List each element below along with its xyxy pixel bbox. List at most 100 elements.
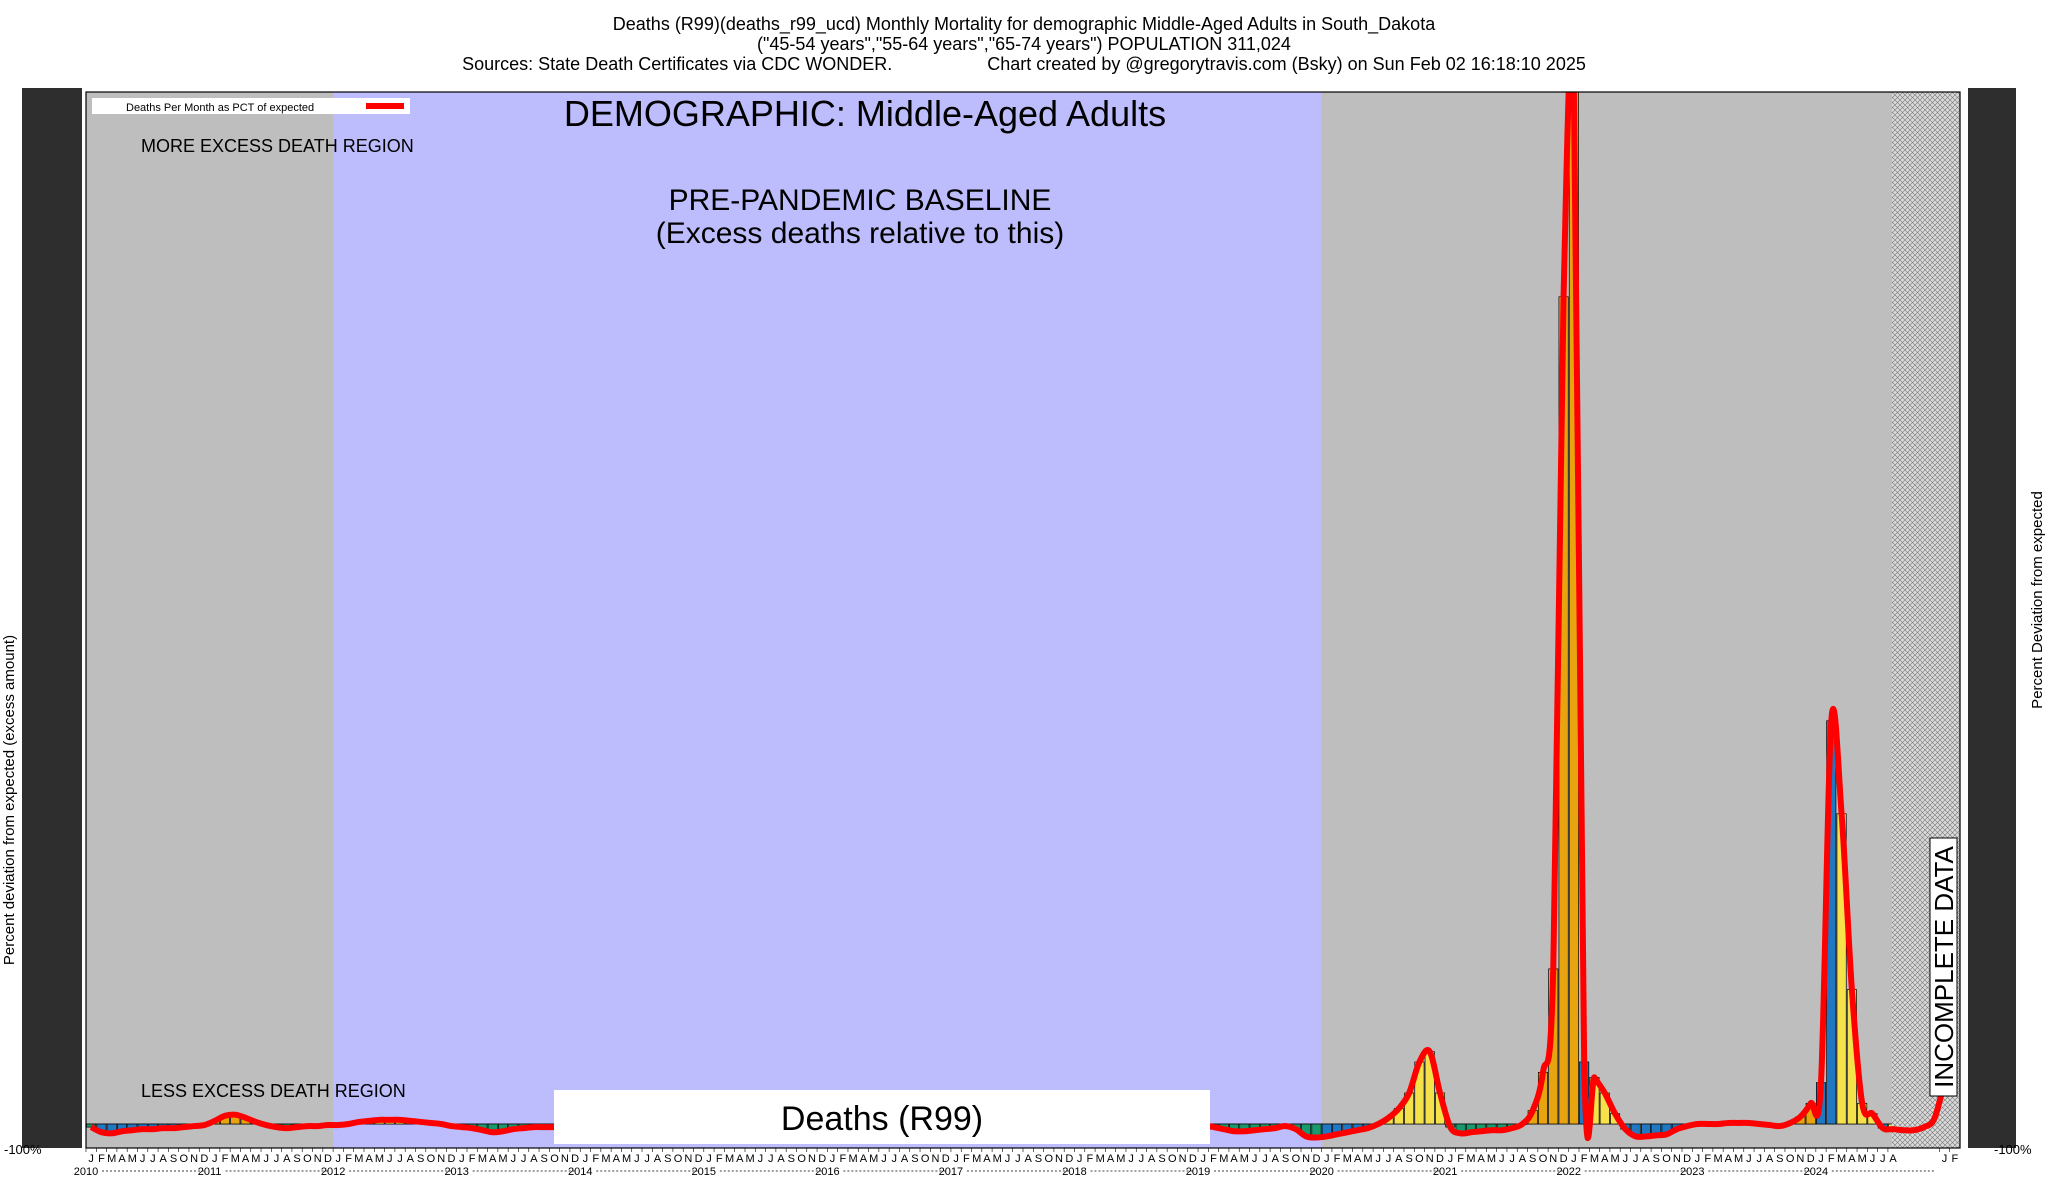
month-tick-label: A [860,1153,868,1165]
month-tick-label: N [1673,1153,1681,1165]
month-tick-label: A [1230,1153,1238,1165]
month-tick-label: D [448,1153,456,1165]
month-tick-label: N [1055,1153,1063,1165]
month-tick-label: J [1386,1153,1392,1165]
month-tick-label: M [1116,1153,1125,1165]
month-tick-label: J [1633,1153,1639,1165]
year-tick-label: 2014 [568,1166,592,1178]
month-tick-label: A [1024,1153,1032,1165]
month-tick-label: J [892,1153,898,1165]
year-tick-label: 2018 [1062,1166,1086,1178]
month-tick-label: N [1426,1153,1434,1165]
month-tick-label: N [1302,1153,1310,1165]
month-tick-label: F [1704,1153,1711,1165]
month-tick-label: A [407,1153,415,1165]
month-tick-label: S [1158,1153,1165,1165]
month-tick-label: M [601,1153,610,1165]
month-tick-label: M [1610,1153,1619,1165]
incomplete-label-background [1929,837,1958,1097]
month-tick-label: M [1837,1153,1846,1165]
month-tick-label: O [550,1153,559,1165]
month-tick-label: F [222,1153,229,1165]
month-tick-label: J [274,1153,280,1165]
month-tick-label: M [869,1153,878,1165]
month-tick-label: M [1343,1153,1352,1165]
month-tick-label: M [972,1153,981,1165]
month-tick-label: J [1005,1153,1011,1165]
month-tick-label: D [324,1153,332,1165]
month-tick-label: J [1324,1153,1330,1165]
month-tick-label: S [1529,1153,1536,1165]
chart-text: DEMOGRAPHIC: Middle-Aged Adults PRE-PAND… [1,93,2046,1157]
month-tick-label: D [200,1153,208,1165]
year-tick-label: 2023 [1680,1166,1704,1178]
month-tick-label: J [1252,1153,1258,1165]
month-tick-label: A [777,1153,785,1165]
month-tick-label: D [942,1153,950,1165]
month-tick-label: D [1560,1153,1568,1165]
month-tick-label: F [839,1153,846,1165]
month-tick-label: S [417,1153,424,1165]
month-tick-label: M [498,1153,507,1165]
month-tick-label: S [1653,1153,1660,1165]
year-tick-label: 2022 [1556,1166,1580,1178]
month-tick-label: F [1334,1153,1341,1165]
month-tick-label: O [1168,1153,1177,1165]
month-tick-label: S [664,1153,671,1165]
month-tick-label: F [1951,1153,1958,1165]
month-tick-label: M [1487,1153,1496,1165]
month-tick-label: F [716,1153,723,1165]
month-tick-label: A [283,1153,291,1165]
month-tick-label: M [1363,1153,1372,1165]
month-tick-label: A [1354,1153,1362,1165]
month-tick-label: F [963,1153,970,1165]
month-tick-label: M [354,1153,363,1165]
month-tick-label: A [1889,1153,1897,1165]
month-tick-label: J [511,1153,517,1165]
month-tick-label: D [695,1153,703,1165]
month-tick-label: M [231,1153,240,1165]
month-tick-label: J [881,1153,887,1165]
month-tick-label: J [1880,1153,1886,1165]
month-tick-label: A [901,1153,909,1165]
legend-entry: Deaths Per Month as PCT of expected [126,102,314,114]
month-tick-label: D [571,1153,579,1165]
month-tick-label: J [644,1153,650,1165]
month-tick-label: S [1282,1153,1289,1165]
month-tick-label: M [375,1153,384,1165]
month-tick-label: J [706,1153,712,1165]
month-tick-label: D [1312,1153,1320,1165]
month-tick-label: A [1766,1153,1774,1165]
month-tick-label: N [1179,1153,1187,1165]
month-tick-label: F [1210,1153,1217,1165]
month-tick-label: A [983,1153,991,1165]
month-tick-label: M [746,1153,755,1165]
month-tick-label: O [180,1153,189,1165]
month-tick-label: J [634,1153,640,1165]
month-tick-label: F [1457,1153,1464,1165]
month-tick-label: O [1415,1153,1424,1165]
month-tick-label: J [1870,1153,1876,1165]
month-tick-label: N [190,1153,198,1165]
month-tick-label: M [478,1153,487,1165]
chart-credit: Chart created by @gregorytravis.com (Bsk… [987,54,1586,74]
month-tick-label: J [1128,1153,1134,1165]
y-axis-label-left: Percent deviation from expected (excess … [1,635,18,965]
month-tick-label: J [1200,1153,1206,1165]
month-tick-label: F [1828,1153,1835,1165]
month-tick-label: J [1139,1153,1145,1165]
chart-title: Deaths (R99)(deaths_r99_ucd) Monthly Mor… [612,14,1436,34]
month-tick-label: J [150,1153,156,1165]
month-tick-label: A [1395,1153,1403,1165]
month-tick-label: D [1436,1153,1444,1165]
incomplete-data-label: INCOMPLETE DATA [1929,845,1959,1087]
more-excess-label: MORE EXCESS DEATH REGION [141,136,414,156]
month-tick-label: J [521,1153,527,1165]
month-tick-label: J [1756,1153,1762,1165]
month-tick-label: O [1539,1153,1548,1165]
month-tick-label: J [768,1153,774,1165]
month-tick-label: J [263,1153,269,1165]
month-tick-label: D [1189,1153,1197,1165]
month-tick-label: J [1262,1153,1268,1165]
